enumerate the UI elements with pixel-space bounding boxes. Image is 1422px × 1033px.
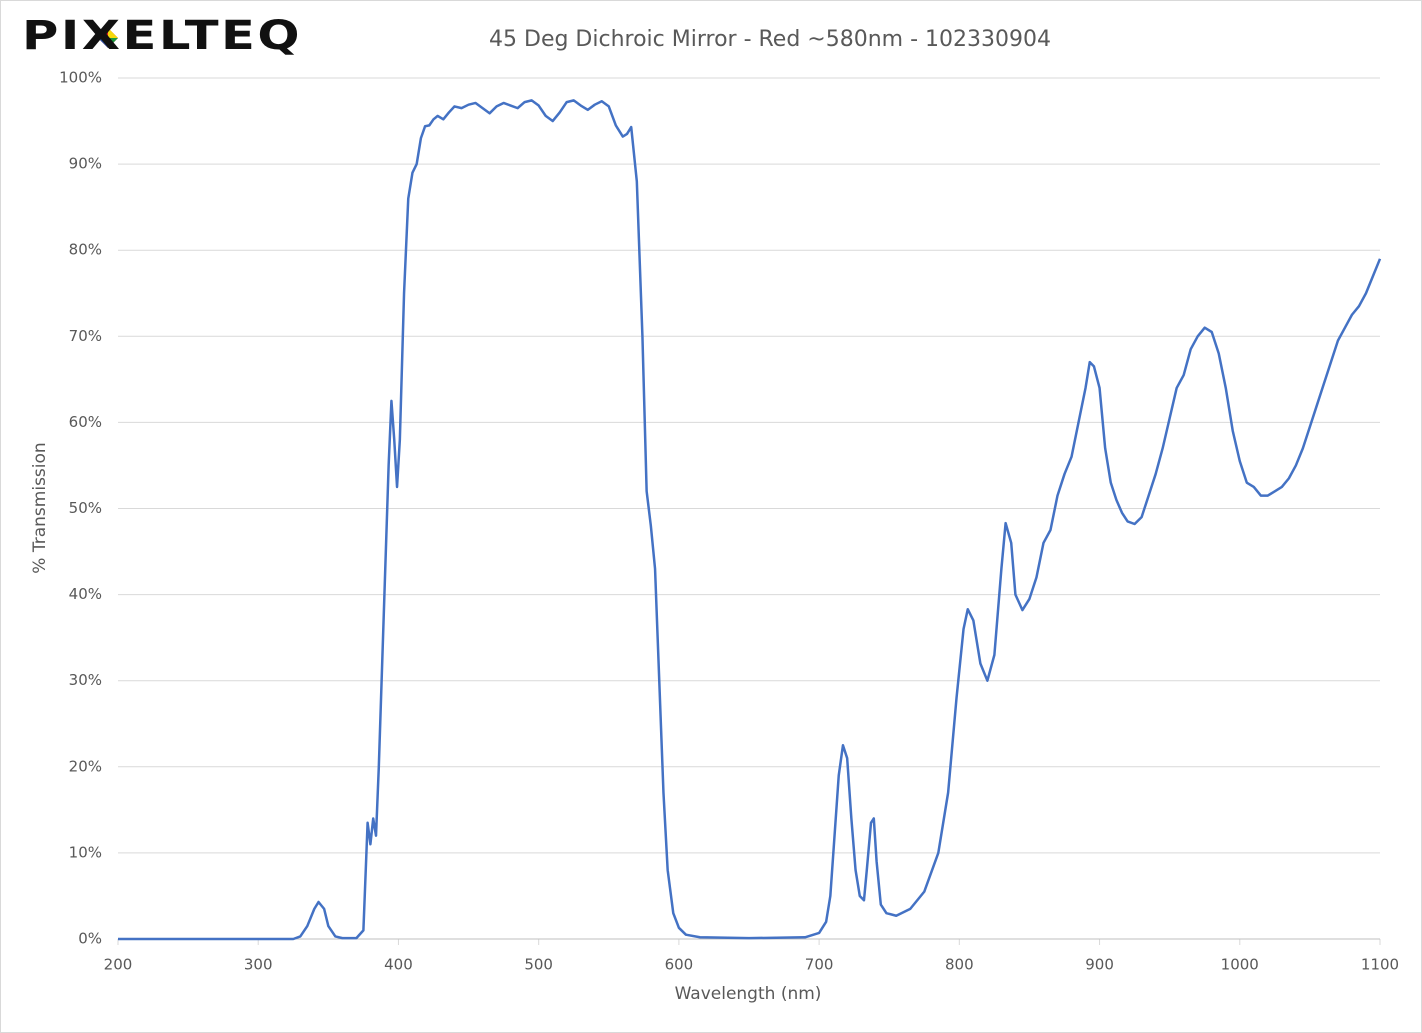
y-tick-label: 100% (59, 69, 102, 87)
x-tick-label: 700 (805, 956, 834, 974)
x-tick-label: 300 (244, 956, 273, 974)
x-tick-label: 600 (665, 956, 694, 974)
x-tick-label: 900 (1085, 956, 1114, 974)
x-tick-label: 1000 (1221, 956, 1259, 974)
x-tick-label: 800 (945, 956, 974, 974)
x-tick-label: 500 (524, 956, 553, 974)
x-tick-label: 200 (104, 956, 133, 974)
y-tick-label: 50% (69, 499, 102, 517)
y-tick-label: 70% (69, 327, 102, 345)
y-axis-label: % Transmission (30, 442, 50, 573)
y-tick-label: 10% (69, 843, 102, 861)
y-tick-label: 20% (69, 757, 102, 775)
y-tick-label: 40% (69, 585, 102, 603)
y-tick-label: 60% (69, 413, 102, 431)
x-tick-label: 400 (384, 956, 413, 974)
y-tick-label: 30% (69, 671, 102, 689)
x-axis-label: Wavelength (nm) (675, 984, 822, 1004)
chart-title: 45 Deg Dichroic Mirror - Red ~580nm - 10… (489, 27, 1051, 52)
y-tick-label: 0% (78, 930, 102, 948)
data-line (118, 99, 1382, 941)
x-tick-label: 1100 (1361, 956, 1399, 974)
logo: PIXELTEQ (22, 13, 302, 59)
logo-mark (98, 28, 118, 48)
y-tick-label: 80% (69, 241, 102, 259)
y-tick-label: 90% (69, 155, 102, 173)
